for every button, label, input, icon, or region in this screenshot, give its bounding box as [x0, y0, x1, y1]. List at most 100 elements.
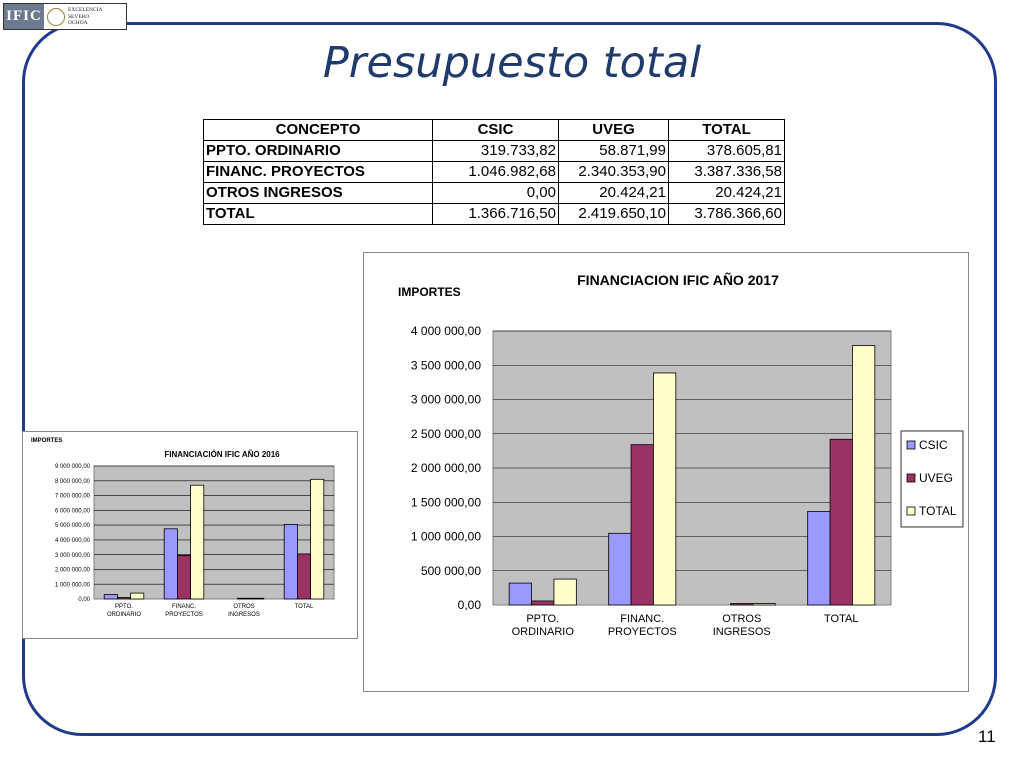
- table-cell: 1.366.716,50: [432, 203, 559, 225]
- bar: [653, 372, 677, 606]
- ific-logo: IFIC EXCELENCIA SEVERO OCHOA: [3, 3, 127, 30]
- x-tick-label: FINANC.: [172, 604, 196, 610]
- slide-title: Presupuesto total: [322, 38, 702, 88]
- table-row: TOTAL 1.366.716,50 2.419.650,10 3.786.36…: [203, 203, 785, 225]
- chart-2016-svg: FINANCIACIÓN IFIC AÑO 2016 IMPORTES 0,00 1 …: [31, 438, 335, 618]
- table-cell: 58.871,99: [558, 140, 669, 162]
- bar: [531, 600, 555, 606]
- y-axis-label: IMPORTES: [31, 438, 62, 444]
- bar: [508, 582, 532, 606]
- table-cell: 3.786.366,60: [668, 203, 785, 225]
- x-tick-label: PROYECTOS: [608, 626, 677, 638]
- legend-swatch: [906, 473, 916, 483]
- x-tick-label: ORDINARIO: [107, 612, 141, 618]
- bar: [807, 510, 831, 606]
- bar: [553, 578, 577, 606]
- chart-2017: FINANCIACION IFIC AÑO 2017 IMPORTES 0,00 50…: [363, 252, 969, 692]
- y-tick-label: 9 000 000,00: [55, 464, 91, 470]
- bar: [630, 444, 654, 606]
- table-row: PPTO. ORDINARIO 319.733,82 58.871,99 378…: [203, 140, 785, 162]
- x-tick-label: PROYECTOS: [165, 612, 203, 618]
- y-tick-label: 7 000 000,00: [55, 494, 91, 500]
- bar: [730, 603, 754, 606]
- y-tick-label: 4 000 000,00: [411, 324, 481, 338]
- table-cell: 319.733,82: [432, 140, 559, 162]
- table-header: CONCEPTO: [203, 119, 433, 141]
- y-tick-label: 0,00: [78, 597, 90, 603]
- bar: [163, 528, 178, 600]
- chart-title: FINANCIACIÓN IFIC AÑO 2016: [164, 450, 280, 459]
- table-row: FINANC. PROYECTOS 1.046.982,68 2.340.353…: [203, 161, 785, 183]
- table-cell: 378.605,81: [668, 140, 785, 162]
- x-tick-label: INGRESOS: [228, 612, 260, 618]
- table-cell: 2.419.650,10: [558, 203, 669, 225]
- y-tick-label: 1 000 000,00: [55, 582, 91, 588]
- table-cell: 2.340.353,90: [558, 161, 669, 183]
- budget-table: CONCEPTO CSIC UVEG TOTAL PPTO. ORDINARIO…: [203, 119, 785, 225]
- bar: [608, 532, 632, 606]
- bar: [310, 478, 325, 600]
- x-tick-label: PPTO.: [526, 613, 559, 625]
- bar: [283, 523, 298, 600]
- bar: [117, 597, 132, 600]
- table-cell: 20.424,21: [558, 182, 669, 204]
- logo-mark: IFIC: [4, 4, 44, 29]
- y-tick-label: 6 000 000,00: [55, 508, 91, 514]
- x-tick-label: PPTO.: [115, 604, 133, 610]
- x-tick-label: TOTAL: [295, 604, 314, 610]
- table-cell: 3.387.336,58: [668, 161, 785, 183]
- y-tick-label: 2 000 000,00: [411, 461, 481, 475]
- y-tick-label: 5 000 000,00: [55, 523, 91, 529]
- table-header: CSIC: [432, 119, 559, 141]
- y-tick-label: 1 000 000,00: [411, 530, 481, 544]
- bar: [130, 592, 145, 600]
- x-tick-label: INGRESOS: [713, 626, 771, 638]
- x-tick-label: TOTAL: [824, 613, 858, 625]
- x-tick-label: FINANC.: [620, 613, 664, 625]
- table-header: UVEG: [558, 119, 669, 141]
- bar: [296, 553, 311, 600]
- table-cell: FINANC. PROYECTOS: [203, 161, 433, 183]
- chart-2017-svg: FINANCIACION IFIC AÑO 2017 IMPORTES 0,00 50…: [398, 271, 964, 638]
- bar: [103, 594, 118, 600]
- x-tick-label: ORDINARIO: [512, 626, 575, 638]
- bar: [852, 345, 876, 606]
- bar: [176, 555, 191, 600]
- legend-label: TOTAL: [919, 504, 957, 518]
- legend-label: CSIC: [919, 438, 948, 452]
- y-tick-label: 3 000 000,00: [411, 393, 481, 407]
- table-cell: 0,00: [432, 182, 559, 204]
- table-header-row: CONCEPTO CSIC UVEG TOTAL: [203, 119, 785, 141]
- table-header: TOTAL: [668, 119, 785, 141]
- legend-swatch: [906, 440, 916, 450]
- legend-swatch: [906, 506, 916, 516]
- table-cell: PPTO. ORDINARIO: [203, 140, 433, 162]
- page-number: 11: [978, 727, 996, 746]
- bar: [190, 484, 205, 600]
- table-cell: OTROS INGRESOS: [203, 182, 433, 204]
- bar: [752, 603, 776, 606]
- chart-2016: FINANCIACIÓN IFIC AÑO 2016 IMPORTES 0,00 1 …: [22, 431, 358, 639]
- table-row: OTROS INGRESOS 0,00 20.424,21 20.424,21: [203, 182, 785, 204]
- table-cell: TOTAL: [203, 203, 433, 225]
- y-tick-label: 1 500 000,00: [411, 495, 481, 509]
- bar: [250, 597, 265, 600]
- chart-title: FINANCIACION IFIC AÑO 2017: [577, 271, 779, 288]
- y-tick-label: 8 000 000,00: [55, 479, 91, 485]
- x-tick-label: OTROS: [722, 613, 761, 625]
- y-tick-label: 0,00: [458, 598, 482, 612]
- y-tick-label: 3 000 000,00: [55, 553, 91, 559]
- y-tick-label: 500 000,00: [421, 564, 481, 578]
- y-tick-label: 3 500 000,00: [411, 358, 481, 372]
- y-tick-label: 4 000 000,00: [55, 538, 91, 544]
- bar: [829, 438, 853, 606]
- legend-label: UVEG: [919, 471, 953, 485]
- table-cell: 20.424,21: [668, 182, 785, 204]
- logo-text: EXCELENCIA SEVERO OCHOA: [68, 7, 103, 26]
- bar: [236, 597, 251, 600]
- y-tick-label: 2 000 000,00: [55, 568, 91, 574]
- seal-icon: [47, 8, 65, 26]
- table-cell: 1.046.982,68: [432, 161, 559, 183]
- slide-frame: [22, 22, 997, 736]
- x-tick-label: OTROS: [233, 604, 254, 610]
